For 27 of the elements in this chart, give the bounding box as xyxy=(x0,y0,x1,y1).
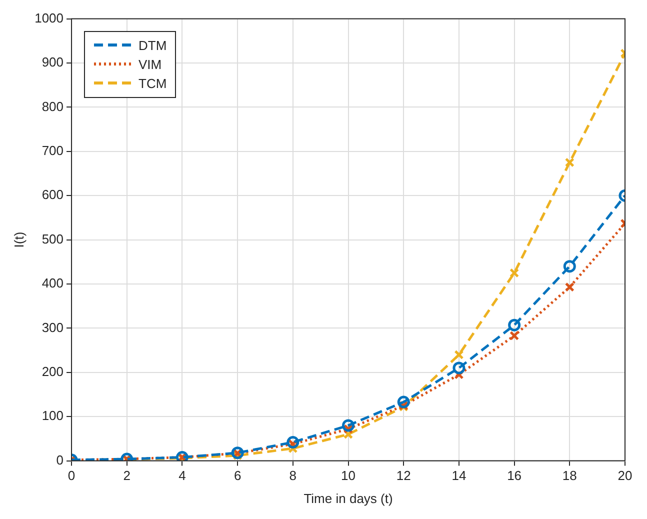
y-tick-label: 0 xyxy=(56,452,64,468)
x-tick-label: 12 xyxy=(396,468,411,484)
x-tick-label: 4 xyxy=(178,468,186,484)
x-tick-label: 16 xyxy=(507,468,522,484)
x-tick-label: 6 xyxy=(234,468,242,484)
y-tick-label: 600 xyxy=(42,187,64,202)
x-tick-label: 18 xyxy=(562,468,577,484)
x-axis-title: Time in days (t) xyxy=(304,490,393,506)
y-tick-label: 300 xyxy=(42,320,64,335)
legend-label: TCM xyxy=(138,74,167,93)
x-tick-label: 0 xyxy=(68,468,76,484)
y-tick-label: 500 xyxy=(42,231,64,246)
legend-label: DTM xyxy=(138,36,167,55)
x-tick-label: 2 xyxy=(123,468,130,484)
x-tick-label: 8 xyxy=(289,468,297,484)
y-tick-label: 400 xyxy=(42,276,64,291)
y-tick-label: 1000 xyxy=(34,10,64,26)
y-axis-title: I(t) xyxy=(11,232,26,248)
y-tick-label: 200 xyxy=(42,364,64,379)
y-tick-label: 900 xyxy=(42,54,64,70)
x-tick-label: 20 xyxy=(618,468,632,484)
y-tick-label: 700 xyxy=(42,142,64,158)
x-tick-label: 14 xyxy=(452,468,466,484)
y-tick-label: 800 xyxy=(42,98,64,114)
y-tick-label: 100 xyxy=(42,408,64,424)
x-tick-label: 10 xyxy=(341,468,356,484)
legend-label: VIM xyxy=(138,56,162,74)
